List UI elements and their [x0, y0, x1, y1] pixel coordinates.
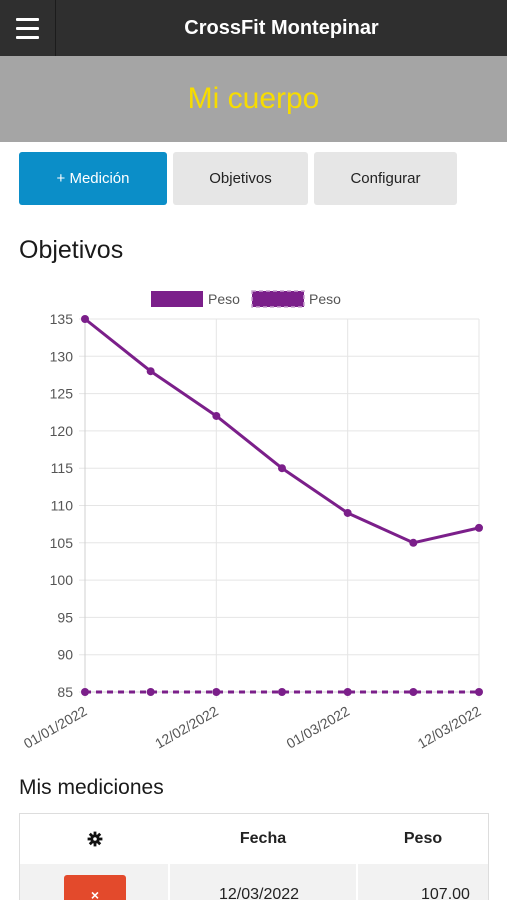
legend-label: Peso — [309, 291, 341, 307]
x-tick-label: 12/03/2022 — [415, 703, 484, 752]
y-tick-label: 115 — [51, 460, 74, 476]
y-tick-label: 130 — [50, 348, 74, 364]
data-point — [146, 688, 155, 696]
data-point — [409, 688, 418, 696]
x-tick-label: 12/02/2022 — [152, 703, 221, 752]
row-peso-cell: 107.00 — [358, 864, 488, 900]
app-title: CrossFit Montepinar — [184, 17, 379, 39]
row-peso: 107.00 — [421, 886, 470, 900]
page-header: Mi cuerpo — [0, 56, 507, 142]
y-tick-label: 135 — [50, 311, 74, 327]
configurar-button[interactable]: Configurar — [314, 152, 457, 205]
y-tick-label: 110 — [51, 498, 74, 514]
data-point — [475, 688, 483, 696]
row-fecha-cell: 12/03/2022 — [170, 864, 356, 900]
weight-chart: 135 130 125 120 115 110 105 100 95 90 85 01/01/2022… — [21, 290, 484, 752]
add-medicion-button[interactable]: + Medición — [19, 152, 167, 205]
y-tick-label: 85 — [57, 684, 73, 700]
data-point — [343, 508, 352, 517]
gear-icon — [87, 831, 103, 847]
legend-swatch — [151, 291, 203, 307]
row-actions-cell: × — [20, 864, 168, 900]
row-fecha: 12/03/2022 — [219, 886, 300, 900]
y-tick-label: 100 — [50, 572, 74, 588]
data-point — [475, 523, 483, 532]
data-point — [81, 688, 89, 696]
data-point — [212, 688, 221, 696]
data-point — [146, 367, 155, 376]
legend-label: Peso — [208, 291, 240, 307]
data-point — [81, 315, 89, 323]
y-tick-label: 120 — [50, 423, 74, 439]
hamburger-menu-icon[interactable] — [0, 0, 56, 56]
legend-swatch — [252, 291, 304, 307]
section-title: Objetivos — [19, 236, 124, 264]
data-point — [212, 411, 221, 420]
data-point — [278, 464, 286, 473]
table-header-fecha: Fecha — [239, 830, 287, 847]
objetivos-button[interactable]: Objetivos — [173, 152, 308, 205]
table-header-settings[interactable] — [20, 814, 170, 864]
table-row: × 12/03/2022 107.00 — [20, 864, 490, 900]
y-tick-label: 125 — [50, 386, 74, 402]
data-point — [343, 688, 352, 696]
page-title: Mi cuerpo — [187, 82, 320, 115]
table-header-peso: Peso — [403, 830, 443, 847]
legend-swatch-outline — [251, 290, 305, 308]
y-tick-label: 90 — [57, 647, 73, 663]
mediciones-table: Fecha Peso × 12/03/2022 107.00 — [19, 813, 489, 900]
mediciones-title: Mis mediciones — [19, 776, 164, 799]
x-tick-label: 01/03/2022 — [283, 703, 352, 752]
data-point — [278, 688, 286, 696]
y-tick-label: 95 — [57, 609, 73, 625]
delete-button[interactable]: × — [64, 875, 126, 900]
top-bar: CrossFit Montepinar — [0, 0, 507, 56]
y-tick-label: 105 — [50, 535, 74, 551]
data-point — [409, 538, 418, 547]
x-tick-label: 01/01/2022 — [21, 703, 90, 752]
